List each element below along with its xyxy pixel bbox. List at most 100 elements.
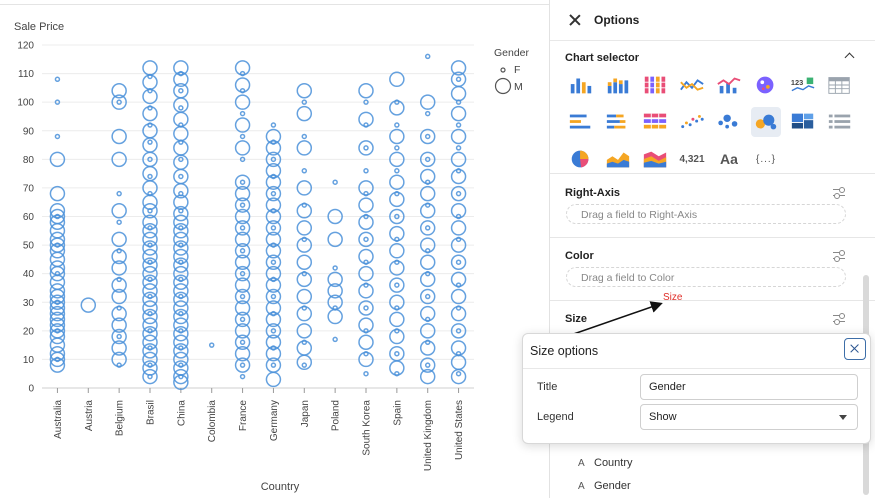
x-tick-label: Brasil — [146, 400, 157, 425]
dot-plot-icon-graphic — [718, 114, 738, 129]
x-tick-label: Australia — [53, 400, 64, 439]
treemap-icon-graphic — [791, 113, 814, 129]
chevron-up-icon[interactable] — [844, 52, 855, 63]
data-point-m — [389, 71, 405, 88]
dot-plot-icon[interactable] — [714, 107, 744, 137]
data-point-f — [208, 342, 215, 348]
data-point-m — [265, 288, 282, 305]
table-icon[interactable] — [825, 70, 855, 100]
stacked-bar-chart-icon-graphic — [607, 78, 629, 94]
color-drop-zone[interactable]: Drag a field to Color — [566, 267, 846, 287]
x-tick-label: France — [238, 400, 249, 432]
data-point-f — [394, 168, 400, 174]
data-point-m — [49, 351, 66, 368]
data-point-m — [450, 323, 467, 339]
data-point-m — [389, 328, 405, 345]
data-point-f — [270, 328, 277, 334]
trend-number-icon[interactable]: 123 — [788, 70, 818, 100]
horizontal-bar-icon-graphic — [569, 114, 591, 129]
treemap-icon[interactable] — [788, 107, 818, 137]
data-point-m — [49, 328, 66, 345]
horizontal-heat-bar-icon[interactable] — [640, 107, 670, 137]
json-icon[interactable]: {...} — [751, 144, 781, 174]
data-point-m — [358, 111, 374, 128]
data-point-m — [142, 248, 158, 265]
legend-select[interactable]: Show — [640, 404, 858, 430]
stacked-horizontal-bar-icon[interactable] — [603, 107, 633, 137]
field-gender[interactable]: A Gender — [578, 480, 631, 492]
data-point-m — [296, 203, 313, 219]
data-point-m — [49, 203, 66, 219]
data-point-f — [424, 133, 431, 140]
data-point-m — [358, 317, 374, 333]
data-point-f — [147, 139, 153, 145]
data-point-m — [450, 254, 467, 270]
data-point-m — [234, 220, 251, 236]
horizontal-bar-icon[interactable] — [566, 107, 596, 137]
field-country[interactable]: A Country — [578, 457, 633, 469]
data-point-m — [234, 174, 251, 190]
list-icon[interactable] — [825, 107, 855, 137]
pie-scatter-icon[interactable] — [751, 70, 781, 100]
data-point-f — [455, 190, 462, 197]
settings-sliders-icon[interactable] — [833, 250, 845, 262]
data-point-m — [234, 277, 251, 293]
scatter-chart-icon[interactable] — [677, 107, 707, 137]
data-point-m — [234, 345, 251, 362]
combo-chart-icon[interactable] — [714, 70, 744, 100]
heatmap-bar-icon[interactable] — [640, 70, 670, 100]
data-point-m — [265, 185, 282, 202]
data-point-f — [332, 179, 338, 185]
data-point-f — [424, 156, 431, 163]
stacked-bar-chart-icon[interactable] — [603, 70, 633, 100]
data-point-f — [270, 122, 277, 128]
data-point-m — [450, 105, 467, 122]
data-point-m — [234, 265, 251, 282]
area-chart-icon[interactable] — [603, 144, 633, 174]
data-point-m — [327, 208, 343, 225]
data-point-m — [265, 220, 282, 236]
x-tick-label: China — [176, 400, 187, 427]
data-point-m — [142, 231, 158, 248]
data-point-f — [239, 225, 246, 231]
data-point-f — [455, 145, 462, 151]
stacked-area-icon-graphic — [643, 151, 667, 168]
data-point-m — [234, 197, 251, 213]
options-header: Options — [550, 0, 875, 41]
data-point-f — [424, 110, 431, 117]
data-point-m — [142, 274, 158, 290]
data-point-m — [265, 231, 282, 248]
settings-sliders-icon[interactable] — [833, 313, 845, 325]
data-point-m — [234, 300, 251, 316]
line-chart-icon-graphic — [680, 79, 704, 91]
pie-chart-icon[interactable] — [566, 144, 596, 174]
y-tick-label: 80 — [23, 155, 35, 166]
text-icon[interactable]: Aa — [714, 144, 744, 174]
data-point-m — [419, 94, 436, 110]
data-point-m — [419, 305, 436, 322]
data-point-f — [239, 270, 246, 277]
data-point-m — [389, 208, 405, 225]
x-tick-label: Japan — [300, 400, 311, 427]
data-point-m — [265, 300, 282, 316]
data-point-m — [389, 311, 405, 328]
data-point-m — [173, 223, 189, 239]
close-icon[interactable] — [844, 338, 866, 360]
data-point-m — [234, 288, 251, 305]
settings-sliders-icon[interactable] — [833, 187, 845, 199]
data-point-f — [363, 370, 369, 377]
close-icon[interactable] — [568, 13, 582, 27]
data-point-f — [178, 173, 184, 180]
title-input[interactable]: Gender — [640, 374, 858, 400]
number-icon[interactable]: 4,321 — [677, 144, 707, 174]
popup-title: Size options — [530, 344, 599, 358]
horizontal-heat-bar-icon-graphic — [643, 113, 667, 129]
data-point-m — [111, 317, 127, 333]
bubble-chart[interactable]: 0 10 20 30 40 50 60 70 80 90 100 110 120 Australia Aus… — [0, 0, 549, 498]
stacked-area-icon[interactable] — [640, 144, 670, 174]
bar-chart-icon[interactable] — [566, 70, 596, 100]
bubble-chart-icon[interactable] — [751, 107, 781, 137]
right-axis-drop-zone[interactable]: Drag a field to Right-Axis — [566, 204, 846, 224]
data-point-m — [142, 74, 158, 90]
line-chart-icon[interactable] — [677, 70, 707, 100]
